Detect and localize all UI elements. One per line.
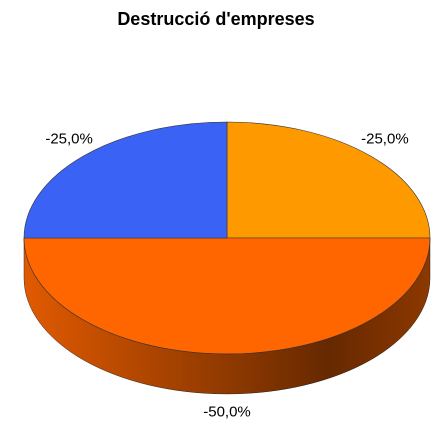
data-label: -50,0% xyxy=(203,404,251,421)
slice xyxy=(23,121,228,239)
data-label: -25,0% xyxy=(45,131,93,148)
data-label: -25,0% xyxy=(361,131,409,148)
side-shade xyxy=(24,238,430,394)
slice xyxy=(23,237,431,355)
chart-title: Destrucció d'empreses xyxy=(117,9,314,29)
slice xyxy=(226,121,431,239)
